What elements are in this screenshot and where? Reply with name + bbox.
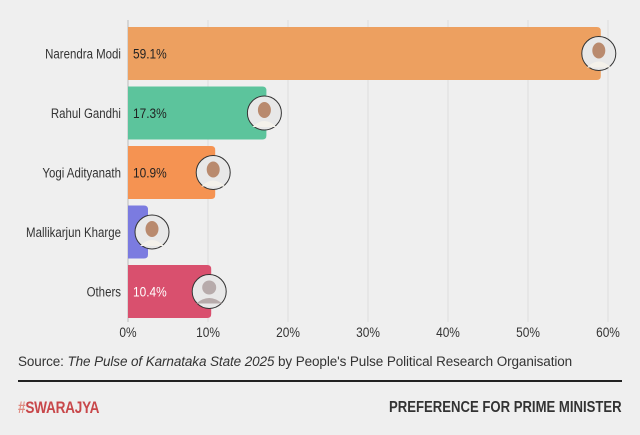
avatar-shirt (586, 61, 611, 68)
bar (128, 265, 212, 318)
source-suffix: by People's Pulse Political Research Org… (274, 354, 573, 369)
category-label: Rahul Gandhi (51, 106, 121, 121)
avatar-shirt (140, 240, 164, 246)
bar (128, 27, 601, 80)
divider (18, 380, 622, 382)
brand-logo: #SWARAJYA (18, 398, 99, 418)
category-label: Narendra Modi (45, 47, 121, 62)
source-title: The Pulse of Karnataka State 2025 (67, 354, 275, 369)
category-label: Yogi Adityanath (42, 166, 121, 181)
data-label: 59.1% (133, 46, 167, 62)
chart-title: PREFERENCE FOR PRIME MINISTER (389, 399, 622, 416)
x-tick-label: 20% (276, 324, 300, 340)
avatar-portrait (195, 155, 231, 190)
data-label: 17.3% (133, 105, 167, 121)
avatar-head (202, 280, 217, 295)
avatar-face (592, 42, 606, 59)
brand-hash: # (18, 398, 26, 417)
x-tick-label: 60% (596, 324, 620, 340)
category-label: Mallikarjun Kharge (26, 225, 121, 240)
x-tick-label: 30% (356, 324, 380, 340)
x-tick-label: 0% (119, 324, 137, 340)
data-label: 10.9% (133, 165, 167, 181)
avatar-portrait (134, 214, 170, 250)
source-note: Source: The Pulse of Karnataka State 202… (18, 354, 572, 369)
category-label: Others (87, 285, 121, 300)
avatar-face (257, 102, 271, 118)
x-tick-label: 10% (196, 324, 220, 340)
avatar-face (206, 161, 220, 178)
bar (128, 146, 216, 199)
avatar-shirt (201, 180, 226, 187)
avatar-portrait (246, 95, 282, 131)
bar (128, 86, 267, 140)
source-prefix: Source: (18, 354, 68, 369)
data-label: 10.4% (133, 284, 167, 300)
avatar-body (196, 298, 223, 304)
person-icon (191, 274, 227, 309)
avatar-portrait (581, 36, 617, 71)
brand-name: SWARAJYA (25, 398, 100, 417)
bar-chart: 0% 10% 20% 30% 40% 50% 60% Narendra Modi 59.1% Ra… (26, 20, 620, 340)
x-tick-label: 50% (516, 324, 540, 340)
avatar-face (145, 221, 159, 237)
avatar-shirt (252, 121, 277, 127)
x-tick-label: 40% (436, 324, 460, 340)
